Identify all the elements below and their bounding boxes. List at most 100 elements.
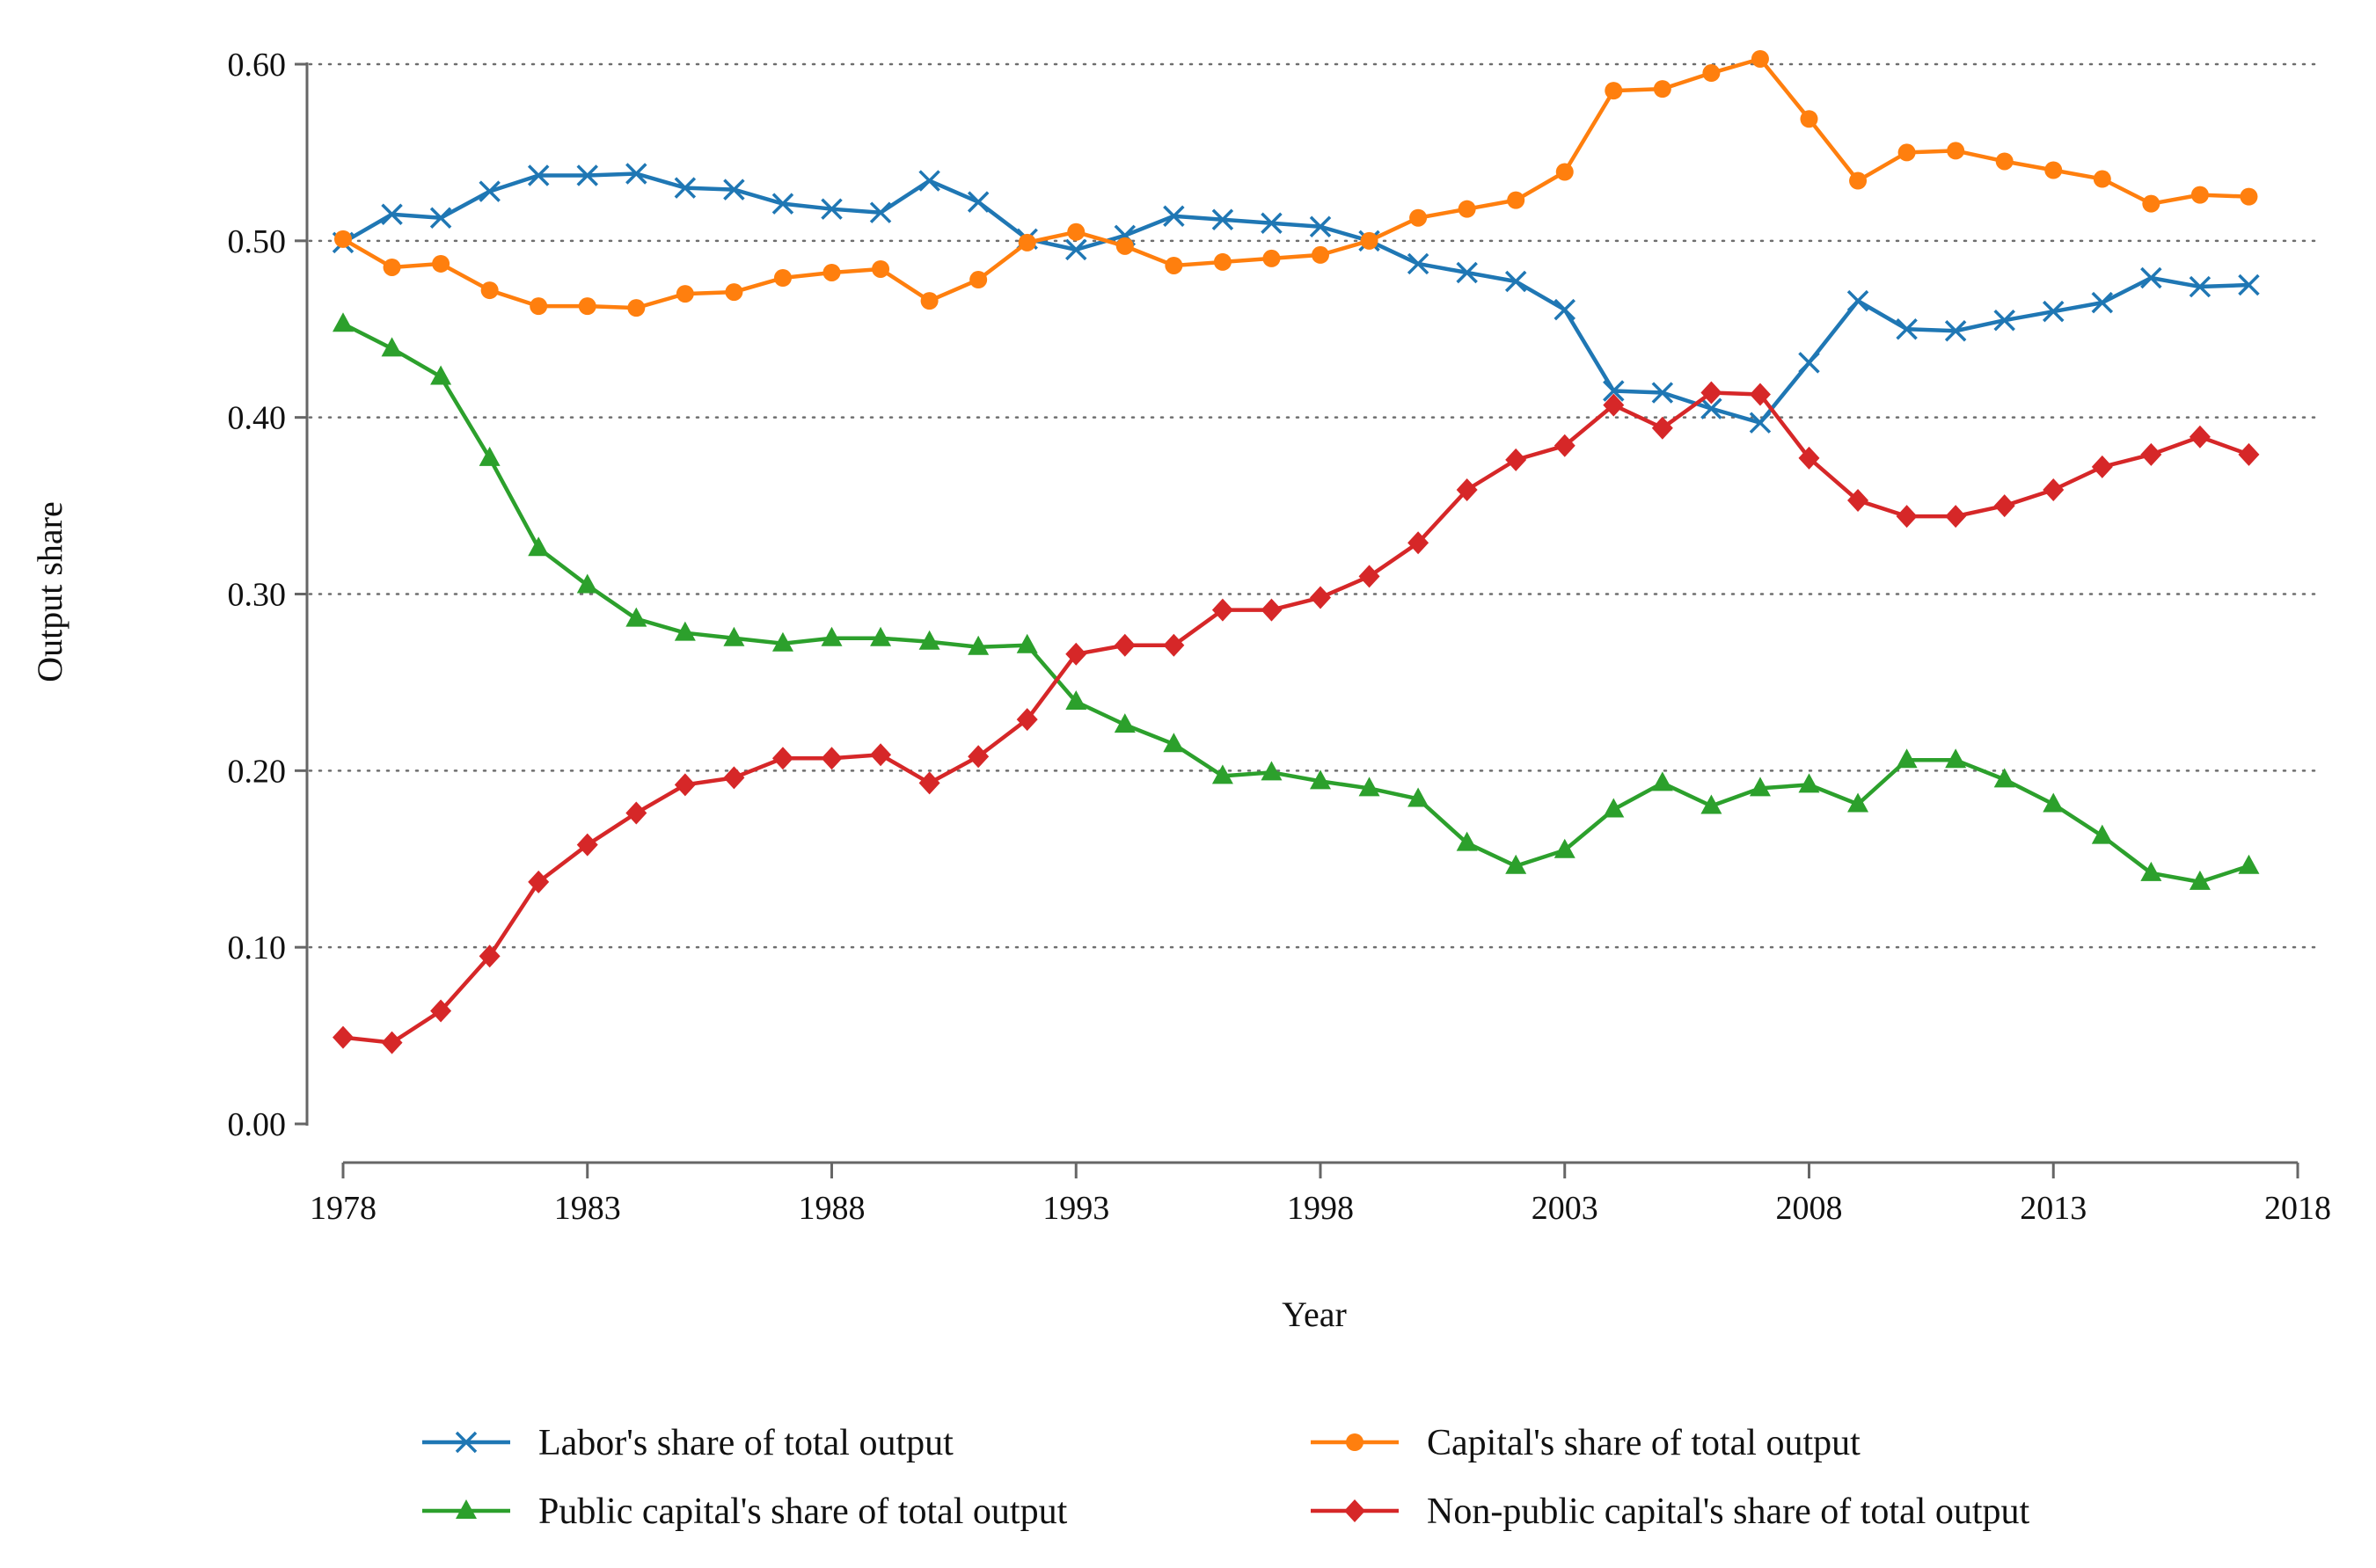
data-point xyxy=(528,870,550,893)
data-point xyxy=(480,281,499,300)
data-point xyxy=(2238,854,2260,874)
data-point xyxy=(1945,505,1967,529)
data-point xyxy=(674,621,696,641)
data-point xyxy=(1798,446,1820,470)
data-point xyxy=(1993,768,2015,788)
data-point xyxy=(1944,320,1967,342)
data-point xyxy=(1507,191,1525,209)
x-tick-label: 1983 xyxy=(554,1190,621,1227)
data-point xyxy=(429,207,452,229)
data-point xyxy=(430,999,452,1023)
data-point xyxy=(2140,861,2162,881)
data-point xyxy=(968,635,990,655)
axes: 0.00 0.10 0.20 0.30 0.40 0.50 0.60 1978 1983 1988… xyxy=(228,47,2332,1227)
data-point xyxy=(1310,586,1331,609)
grid-lines xyxy=(308,62,2324,949)
legend-label: Non-public capital's share of total outp… xyxy=(1427,1491,2030,1532)
data-point xyxy=(1700,381,1722,405)
data-point xyxy=(2091,824,2113,844)
data-point xyxy=(1018,233,1036,252)
data-point xyxy=(773,269,792,288)
y-axis-title: Output share xyxy=(30,501,69,682)
x-tick-label: 2003 xyxy=(1532,1190,1598,1227)
x-axis-title: Year xyxy=(1282,1295,1347,1334)
x-tick-label: 1993 xyxy=(1042,1190,1109,1227)
data-point xyxy=(1993,494,2015,518)
data-point xyxy=(578,297,596,316)
data-point xyxy=(2142,194,2160,213)
legend-label: Public capital's share of total output xyxy=(538,1491,1068,1532)
data-point xyxy=(1360,231,1378,250)
x-tick-label: 1988 xyxy=(799,1190,866,1227)
data-point xyxy=(576,833,598,857)
data-point xyxy=(1605,82,1623,100)
data-point xyxy=(1211,208,1234,230)
y-tick-label: 0.10 xyxy=(228,930,287,966)
data-point xyxy=(969,271,988,289)
data-point xyxy=(430,365,452,385)
y-tick-label: 0.30 xyxy=(228,577,287,614)
x-tick-label: 1978 xyxy=(310,1190,377,1227)
data-point xyxy=(2189,425,2211,449)
data-point xyxy=(1945,748,1967,769)
data-point xyxy=(333,1025,354,1049)
data-point xyxy=(627,299,646,317)
data-point xyxy=(870,626,892,646)
data-point xyxy=(821,626,843,646)
data-point xyxy=(2043,478,2065,502)
data-point xyxy=(383,258,401,276)
data-point xyxy=(1798,773,1820,793)
data-point xyxy=(1016,708,1038,732)
series-line xyxy=(341,322,2250,885)
data-point xyxy=(2189,870,2211,890)
data-point xyxy=(1504,270,1527,293)
data-point xyxy=(869,201,892,223)
data-point xyxy=(1213,252,1232,271)
series-3 xyxy=(333,381,2260,1054)
data-point xyxy=(1653,80,1671,98)
data-point xyxy=(432,254,450,273)
legend-marker xyxy=(455,1431,478,1454)
data-point xyxy=(771,747,793,770)
data-point xyxy=(918,771,940,795)
data-point xyxy=(1554,838,1575,858)
data-point xyxy=(2238,442,2260,466)
data-point xyxy=(2091,455,2113,478)
y-tick-label: 0.40 xyxy=(228,400,287,437)
data-point xyxy=(1700,794,1722,814)
data-point xyxy=(381,337,403,357)
series-2 xyxy=(333,312,2260,890)
data-point xyxy=(1409,208,1428,227)
x-tick-label: 2018 xyxy=(2264,1190,2331,1227)
data-point xyxy=(2190,186,2209,204)
data-point xyxy=(528,536,550,557)
series-line xyxy=(341,171,2249,425)
data-point xyxy=(1407,531,1429,555)
data-point xyxy=(2189,275,2212,298)
data-point xyxy=(1458,200,1476,218)
legend-item: Public capital's share of total output xyxy=(422,1491,1068,1532)
data-point xyxy=(576,573,598,594)
data-point xyxy=(1358,565,1380,588)
series-line xyxy=(342,390,2250,1045)
data-point xyxy=(1749,412,1772,434)
data-point xyxy=(625,607,647,627)
data-point xyxy=(674,773,696,797)
data-point xyxy=(1067,222,1086,241)
data-point xyxy=(1896,505,1918,529)
data-point xyxy=(2043,300,2065,323)
data-point xyxy=(333,312,354,332)
data-point xyxy=(1065,690,1087,711)
data-point xyxy=(920,292,939,310)
data-point xyxy=(2091,291,2114,314)
legend-label: Capital's share of total output xyxy=(1427,1423,1861,1463)
data-point xyxy=(1165,256,1183,274)
data-point xyxy=(1554,298,1575,321)
data-point xyxy=(1896,318,1918,340)
data-point xyxy=(1114,713,1136,733)
legend-marker xyxy=(1344,1499,1365,1522)
data-point xyxy=(1700,397,1722,419)
data-point xyxy=(1310,769,1331,790)
data-point xyxy=(674,177,697,199)
data-point xyxy=(821,198,843,220)
